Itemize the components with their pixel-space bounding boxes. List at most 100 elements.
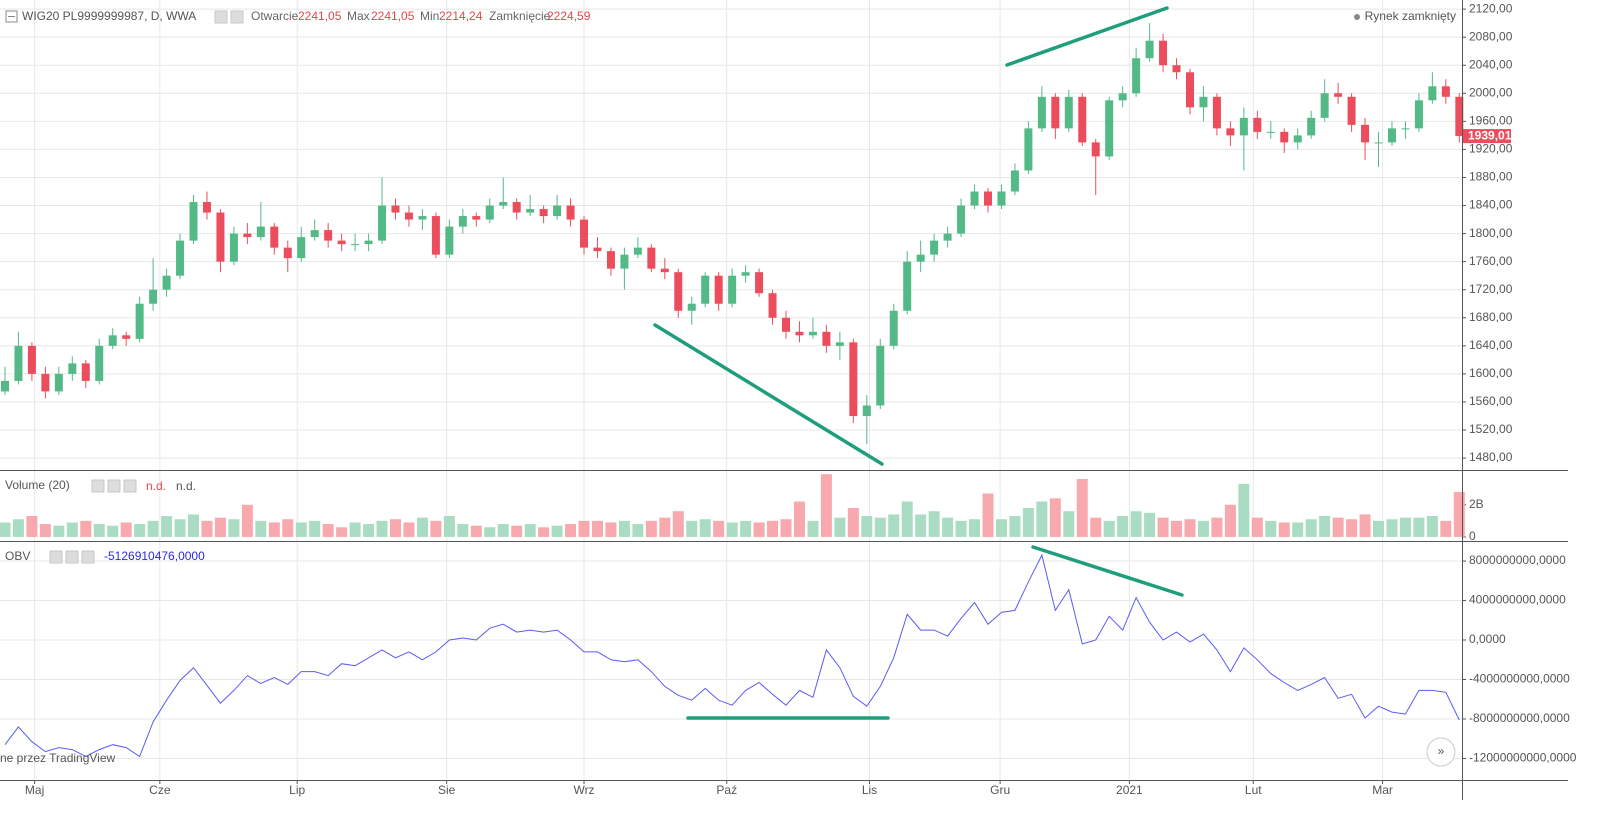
candle-body [997, 191, 1006, 206]
status-dot [1354, 14, 1360, 20]
volume-bar [107, 525, 119, 537]
candle-body [1185, 72, 1194, 108]
volume-bar [591, 520, 603, 537]
volume-bar [726, 522, 738, 537]
candle-body [808, 331, 817, 336]
volume-bar [1076, 479, 1088, 537]
candle-body [1441, 86, 1450, 97]
candle-body [310, 230, 319, 238]
close-value: 2224,59 [547, 9, 591, 23]
candle-body [1374, 142, 1383, 144]
volume-title: Volume (20) [5, 478, 70, 492]
collapse-icon[interactable] [5, 10, 18, 23]
candle-body [122, 335, 131, 339]
volume-bar [1197, 520, 1209, 537]
settings-icon[interactable] [65, 550, 79, 564]
volume-bar [363, 524, 375, 537]
y-tick-label: 1880,00 [1469, 170, 1513, 184]
candle-body [364, 240, 373, 245]
candle-body [324, 230, 333, 241]
candle-body [1226, 128, 1235, 136]
candle-body [1307, 117, 1316, 136]
settings-icon[interactable] [230, 10, 244, 24]
volume-bar [1413, 517, 1425, 537]
volume-bar [1453, 491, 1465, 537]
scroll-icon[interactable]: » [1438, 744, 1445, 758]
volume-bar [1386, 519, 1398, 537]
volume-bar [12, 519, 24, 537]
candle-body [351, 244, 360, 246]
x-tick-label: Gru [990, 783, 1010, 797]
candle-body [526, 209, 535, 213]
settings-icon[interactable] [107, 479, 121, 493]
candle-body [849, 342, 858, 416]
volume-bar [1036, 501, 1048, 537]
volume-bar [443, 516, 455, 537]
volume-bar [80, 520, 92, 537]
candle-body [1334, 93, 1343, 97]
volume-bar [699, 519, 711, 537]
candle-body [957, 205, 966, 234]
volume-bar [618, 520, 630, 537]
volume-bar [1144, 512, 1156, 537]
volume-bar [1157, 517, 1169, 537]
volume-bar [1184, 519, 1196, 537]
candle-body [1293, 135, 1302, 143]
candle-body [1401, 128, 1410, 130]
candle-body [176, 240, 185, 276]
volume-bar [349, 522, 361, 537]
settings-icon[interactable] [214, 10, 228, 24]
volume-bar [793, 501, 805, 537]
candle-body [189, 202, 198, 241]
candle-body [404, 212, 413, 220]
candle-body [256, 226, 265, 238]
scroll-button[interactable] [1426, 737, 1456, 767]
volume-bar [565, 524, 577, 537]
volume-bar [1238, 483, 1250, 537]
volume-bar [1305, 519, 1317, 537]
frame [0, 0, 1568, 800]
settings-icon[interactable] [49, 550, 63, 564]
volume-bar [336, 527, 348, 537]
y-tick-label: 1760,00 [1469, 254, 1513, 268]
candle-body [41, 373, 50, 392]
volume-bar [1009, 516, 1021, 537]
market-status: Rynek zamknięty [1365, 9, 1456, 23]
settings-icon[interactable] [123, 479, 137, 493]
candle-body [553, 205, 562, 217]
y-tick-label: 1600,00 [1469, 366, 1513, 380]
y-tick-label: 1800,00 [1469, 226, 1513, 240]
candle-body [606, 251, 615, 269]
candle-body [512, 202, 521, 213]
settings-icon[interactable] [91, 479, 105, 493]
candle-body [1387, 128, 1396, 143]
volume-bar [0, 522, 11, 537]
candle-body [162, 275, 171, 290]
candle-body [1051, 96, 1060, 129]
volume-bar [416, 517, 428, 537]
candle-body [862, 405, 871, 416]
y-tick-label: 4000000000,0000 [1469, 593, 1566, 607]
candle-body [1010, 170, 1019, 192]
candle-body [930, 240, 939, 255]
close-label: Zamknięcie [489, 9, 551, 23]
candle-body [68, 363, 77, 374]
candle-body [229, 233, 238, 262]
candle-body [1253, 117, 1262, 132]
candle-body [54, 373, 63, 392]
candle-body [1455, 96, 1464, 137]
volume-bar [753, 522, 765, 537]
volume-bar [1426, 516, 1438, 537]
candle-body [27, 345, 36, 374]
volume-bar [659, 517, 671, 537]
candle-body [499, 202, 508, 206]
volume-bar [1022, 507, 1034, 537]
volume-bar [1224, 504, 1236, 537]
candle-body [1172, 65, 1181, 73]
candle-body [81, 363, 90, 381]
volume-bar [53, 525, 65, 537]
settings-icon[interactable] [81, 550, 95, 564]
volume-bar [484, 527, 496, 537]
y-tick-label: 1960,00 [1469, 114, 1513, 128]
